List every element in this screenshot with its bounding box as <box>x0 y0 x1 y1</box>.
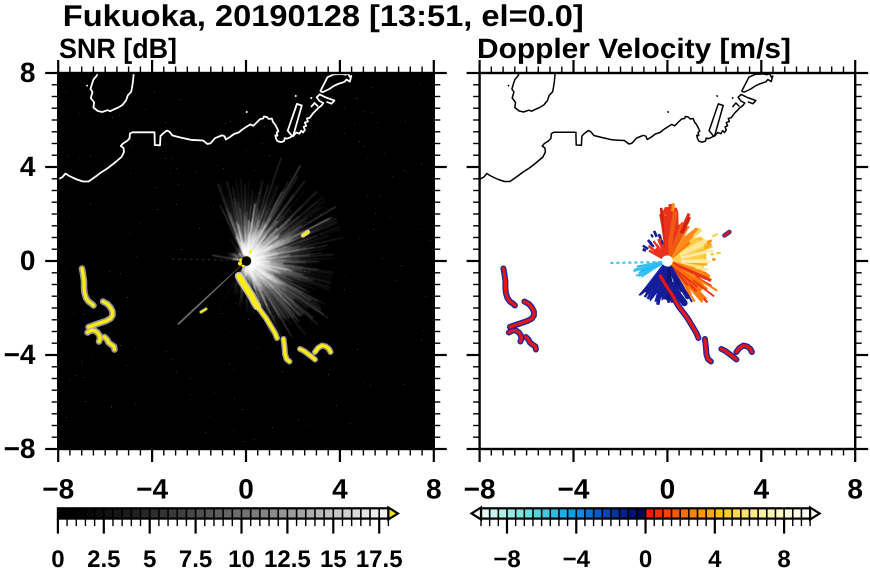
svg-text:2.5: 2.5 <box>87 546 120 570</box>
svg-text:15: 15 <box>320 546 347 570</box>
svg-text:8: 8 <box>777 546 790 570</box>
svg-text:−4: −4 <box>558 474 590 505</box>
svg-text:4: 4 <box>754 474 770 505</box>
svg-text:4: 4 <box>708 546 722 570</box>
svg-text:Fukuoka, 20190128 [13:51, el=0: Fukuoka, 20190128 [13:51, el=0.0] <box>63 0 584 33</box>
svg-text:0: 0 <box>238 474 254 505</box>
svg-text:12.5: 12.5 <box>264 546 311 570</box>
svg-text:10: 10 <box>228 546 255 570</box>
svg-text:−4: −4 <box>136 474 168 505</box>
svg-text:7.5: 7.5 <box>179 546 212 570</box>
svg-text:8: 8 <box>426 474 442 505</box>
svg-text:−8: −8 <box>493 546 520 570</box>
svg-text:17.5: 17.5 <box>356 546 403 570</box>
svg-text:8: 8 <box>20 57 36 88</box>
svg-text:Doppler Velocity [m/s]: Doppler Velocity [m/s] <box>477 33 791 64</box>
svg-text:−8: −8 <box>464 474 496 505</box>
svg-text:−8: −8 <box>4 433 36 464</box>
svg-text:0: 0 <box>660 474 676 505</box>
svg-text:5: 5 <box>143 546 156 570</box>
svg-text:0: 0 <box>51 546 64 570</box>
svg-text:−8: −8 <box>42 474 74 505</box>
svg-text:0: 0 <box>20 245 36 276</box>
svg-text:4: 4 <box>20 151 36 182</box>
svg-text:8: 8 <box>847 474 863 505</box>
svg-text:−4: −4 <box>563 546 591 570</box>
svg-text:SNR [dB]: SNR [dB] <box>59 33 177 64</box>
svg-text:−4: −4 <box>4 339 36 370</box>
svg-text:0: 0 <box>639 546 652 570</box>
svg-text:4: 4 <box>332 474 348 505</box>
